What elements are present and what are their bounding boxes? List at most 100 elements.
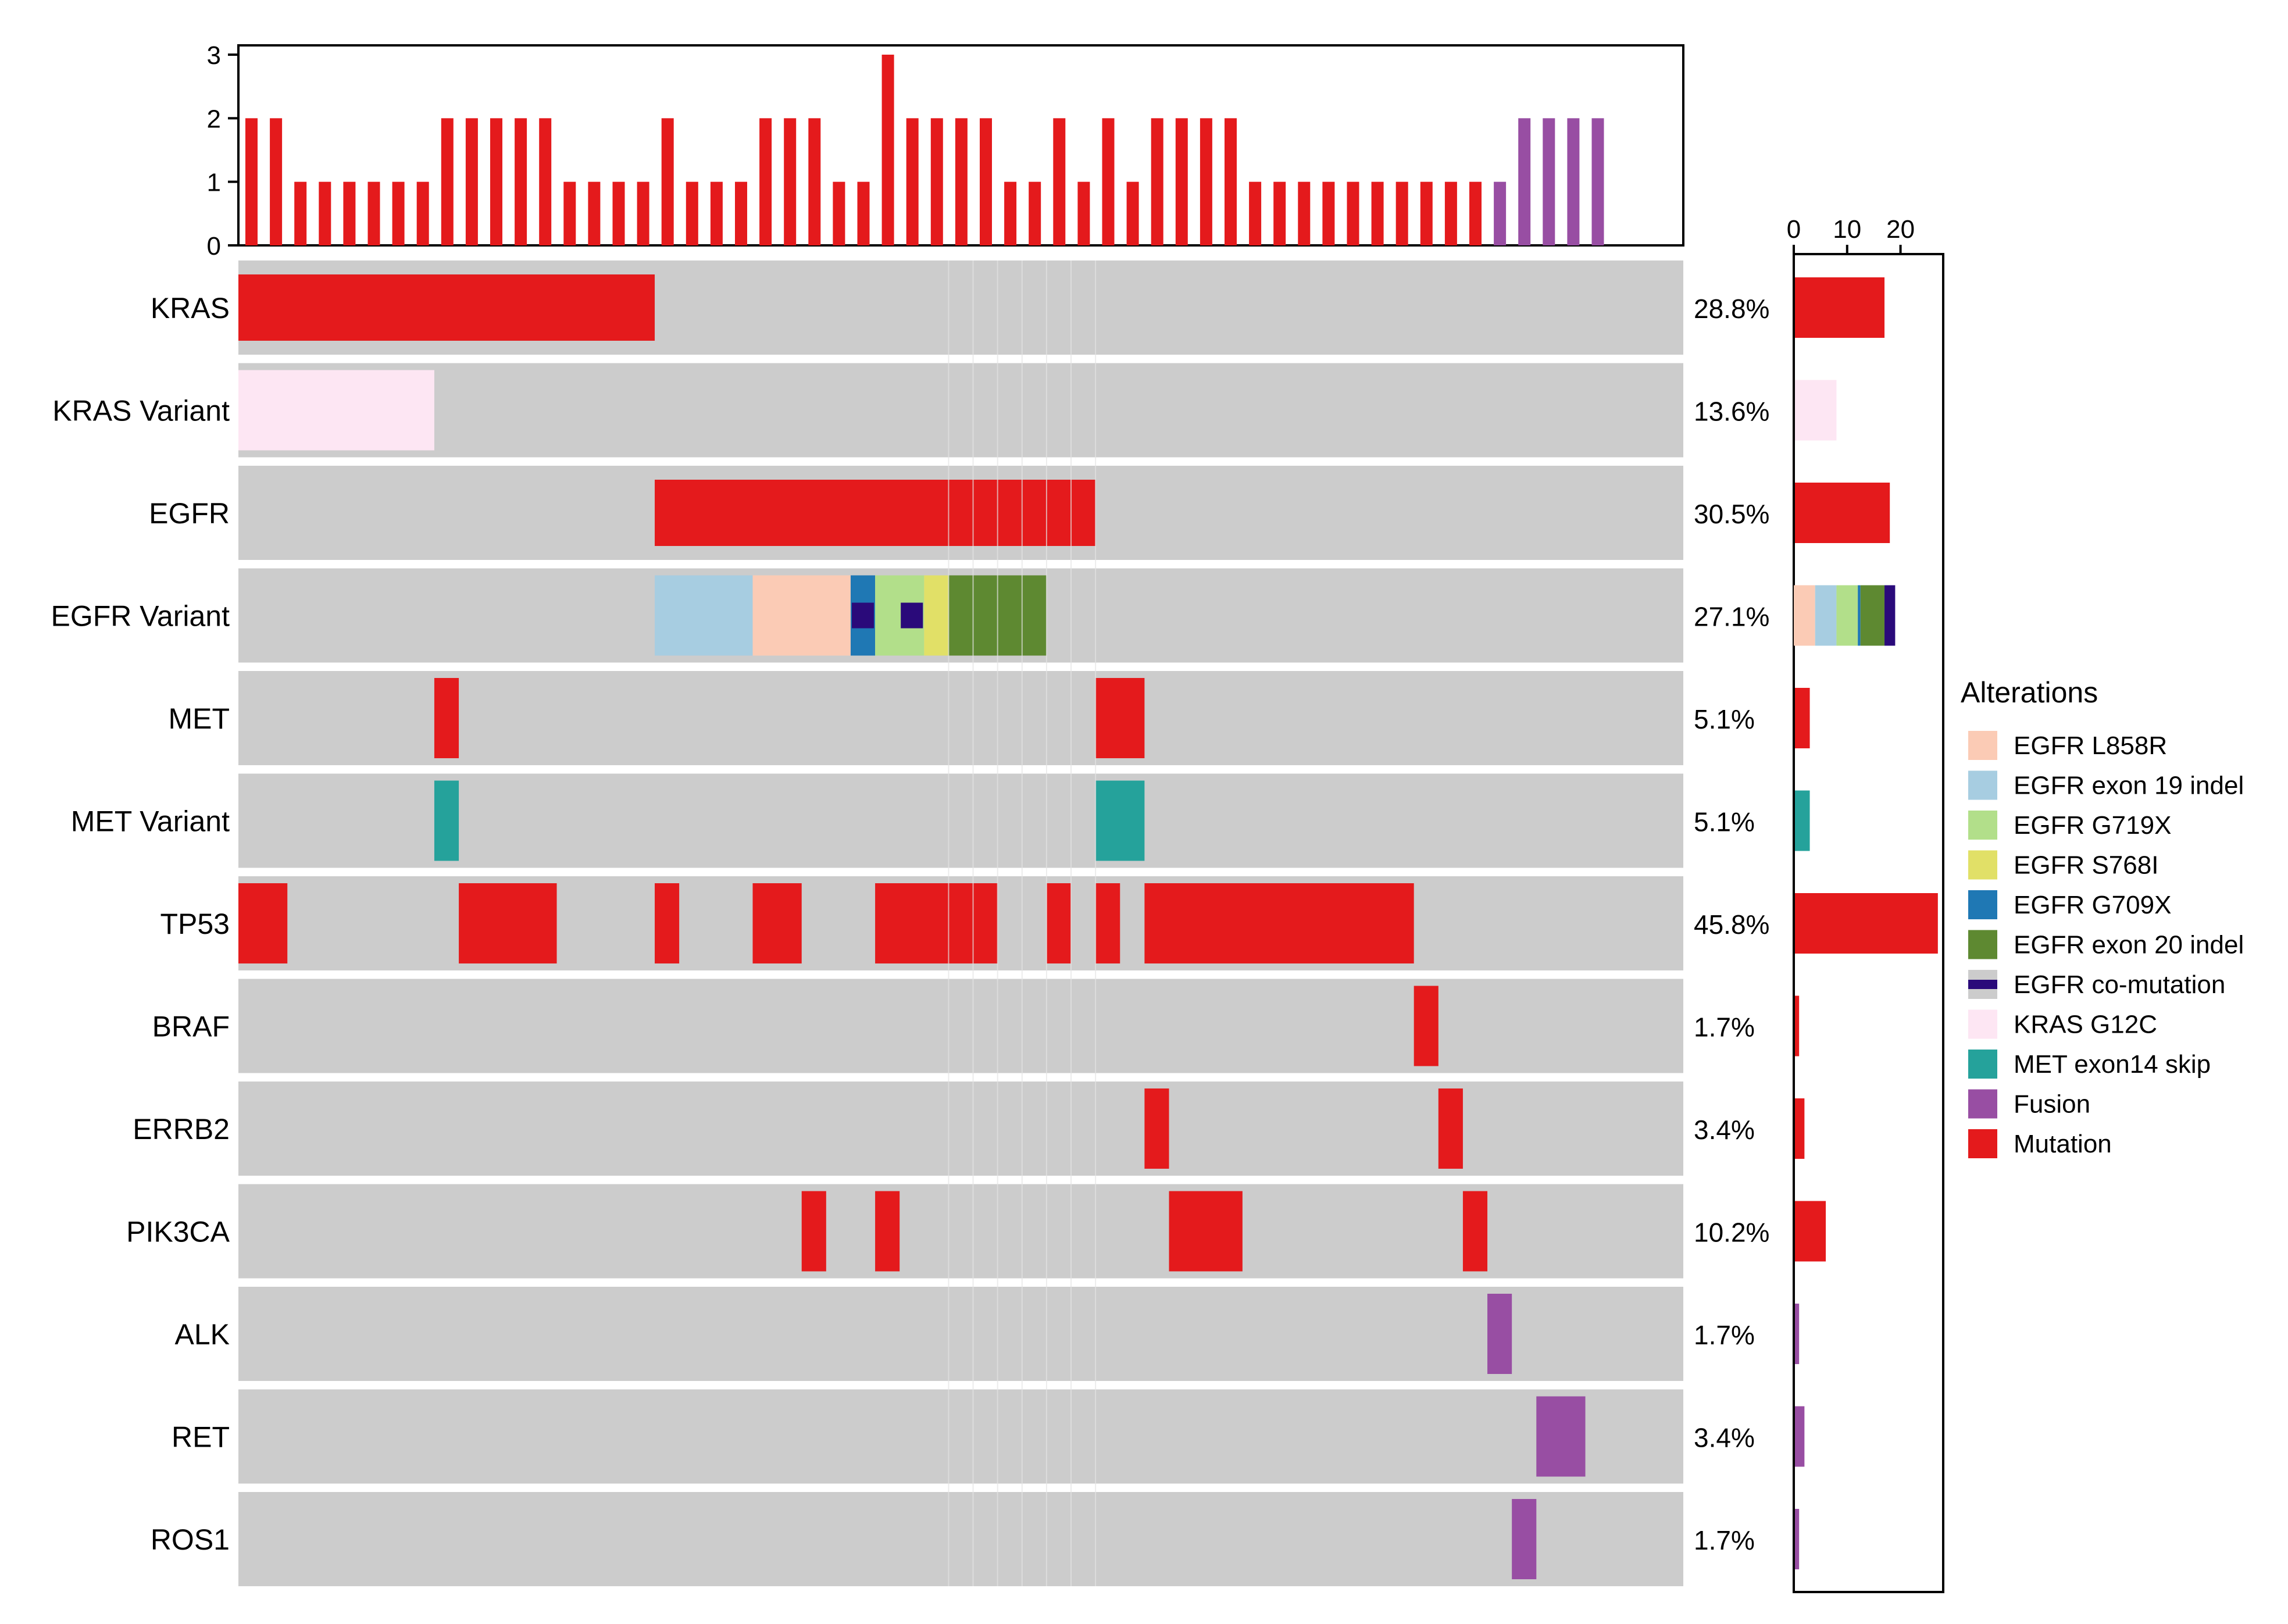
cell-ret-fusion [1536,1396,1586,1477]
tmb-bar [808,118,821,245]
cell-kras-variant-kras-g12c [238,370,434,451]
tmb-bar [857,181,870,245]
count-bar-pik3ca [1795,1201,1826,1262]
cell-tp53-mutation [1095,883,1120,963]
legend: Alterations EGFR L858R EGFR exon 19 indel… [1961,676,2244,1158]
tmb-bar [637,181,649,245]
tmb-bar [833,181,845,245]
gene-label-ret: RET [172,1421,230,1454]
tmb-bar [515,118,527,245]
cell-pik3ca-mutation [801,1191,826,1272]
tmb-bar [563,181,576,245]
tmb-bar [1567,118,1580,245]
count-bar-segment-egfr-exon-20-indel [1860,585,1885,646]
tmb-bar [392,181,405,245]
cell-met-mutation [1095,678,1145,758]
cell-tp53-mutation [1144,883,1414,963]
count-bar-braf [1795,995,1800,1057]
tmb-bar [343,181,356,245]
tmb-bar [270,118,283,245]
tmb-bar [490,118,502,245]
cell-met-variant-met-exon14-skip [434,780,459,861]
count-bar-alk [1795,1304,1800,1364]
gene-percent-kras: 28.8% [1694,294,1769,324]
count-bar-met [1795,688,1810,748]
tmb-bar [1151,118,1163,245]
cell-egfr-mutation [655,480,1096,546]
tmb-bar [1371,181,1384,245]
cell-egfr-variant-egfr-l858r [752,575,851,656]
legend-label-kras-g12c: KRAS G12C [2014,1011,2157,1039]
row-background-ret [238,1389,1683,1484]
tmb-bar [1175,118,1188,245]
gene-label-ros1: ROS1 [151,1523,230,1556]
legend-key-egfr-g709x [1968,890,1997,919]
tmb-y-tick-label: 3 [207,41,221,70]
cell-egfr-variant-egfr-s768i [924,575,949,656]
count-x-tick-label: 20 [1886,215,1915,244]
count-bar-tp53 [1795,893,1938,954]
legend-key-egfr-exon-20-indel [1968,930,1997,959]
row-background-errb2 [238,1082,1683,1176]
cell-pik3ca-mutation [875,1191,900,1272]
tmb-bar [1347,181,1359,245]
gene-percent-met: 5.1% [1694,704,1755,734]
legend-key-egfr-s768i [1968,850,1997,880]
tmb-bar [930,118,943,245]
alteration-count-panel: 0 10 20 [1787,215,1944,1593]
tmb-bar [319,181,331,245]
tmb-bar [1469,181,1482,245]
count-bar-segment-egfr-l858r [1794,585,1815,646]
row-background-met-variant [238,773,1683,868]
tmb-bar [1591,118,1604,245]
legend-label-egfr-exon-20-indel: EGFR exon 20 indel [2014,931,2244,959]
row-background-pik3ca [238,1184,1683,1279]
gene-percent-pik3ca: 10.2% [1694,1218,1769,1248]
legend-key-egfr-g719x [1968,811,1997,840]
count-bar-ret [1795,1406,1805,1467]
legend-key-egfr-l858r [1968,731,1997,760]
tmb-bar [1420,181,1433,245]
row-background-kras-variant [238,363,1683,458]
count-x-tick-label: 10 [1833,215,1861,244]
cell-alk-fusion [1487,1294,1512,1374]
gene-percent-tp53: 45.8% [1694,909,1769,940]
gene-percent-alk: 1.7% [1694,1320,1755,1350]
tmb-bar [881,55,894,245]
tmb-bar [735,181,747,245]
legend-label-mutation: Mutation [2014,1130,2112,1158]
legend-label-fusion: Fusion [2014,1090,2090,1119]
tmb-bar [588,181,601,245]
legend-label-egfr-g719x: EGFR G719X [2014,811,2171,840]
tmb-bar [539,118,552,245]
legend-label-egfr-co-mutation: EGFR co-mutation [2014,970,2225,999]
count-bar-segment-egfr-g709x [1858,585,1861,646]
tmb-bar [416,181,429,245]
count-bar-kras-variant [1795,380,1837,441]
count-bar-kras [1795,277,1885,338]
tmb-bar [955,118,968,245]
gene-label-errb2: ERRB2 [133,1113,230,1145]
tmb-bar [906,118,919,245]
gene-label-met-variant: MET Variant [71,805,230,838]
tmb-bar [465,118,478,245]
tmb-bar [441,118,454,245]
tmb-bar [784,118,797,245]
tmb-bar [1273,181,1286,245]
gene-percent-egfr: 30.5% [1694,499,1769,529]
tmb-bar [1077,181,1090,245]
tmb-bar [1029,181,1041,245]
gene-label-kras: KRAS [151,292,230,324]
tmb-bar [686,181,698,245]
count-bar-segment-egfr-co-mutation [1884,585,1896,646]
tmb-bar [1102,118,1115,245]
tmb-bar-panel: 0 1 2 3 [207,41,1684,260]
tmb-bar [612,181,625,245]
tmb-bar [1200,118,1212,245]
gene-percent-braf: 1.7% [1694,1012,1755,1043]
cell-tp53-mutation [1046,883,1072,963]
gene-label-kras-variant: KRAS Variant [52,395,230,427]
gene-percent-kras-variant: 13.6% [1694,397,1769,427]
legend-key-mutation [1968,1129,1997,1158]
